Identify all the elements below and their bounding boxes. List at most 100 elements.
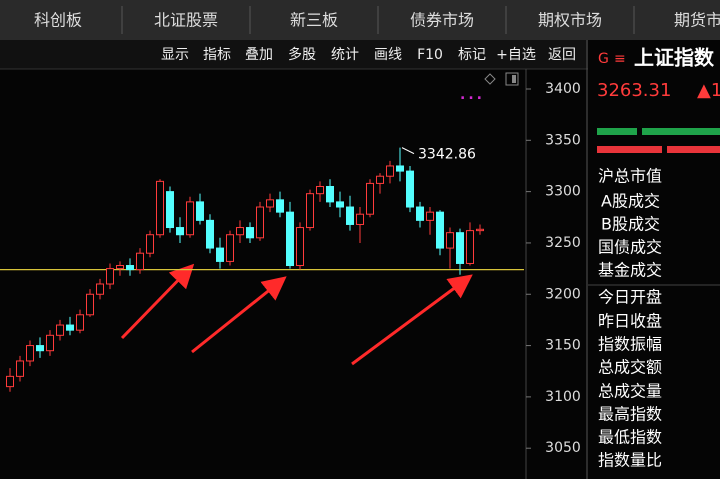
y-tick-label: 3150 [545,338,581,354]
toolbar-button[interactable]: 指标 [203,47,231,63]
toolbar-button[interactable]: 标记 [458,47,486,63]
candle-body [256,206,264,239]
candle-body [146,234,154,254]
y-tick-label: 3300 [545,184,581,200]
toolbar [0,40,588,69]
candle-body [336,201,344,208]
candle-body [396,165,404,172]
tab[interactable]: 新三板 [290,11,338,30]
y-tick-label: 3200 [545,286,581,302]
candle-body [76,314,84,331]
candle-body [316,185,324,195]
toolbar-button[interactable]: 显示 [161,47,189,63]
toolbar-button[interactable]: 统计 [331,47,359,63]
candle-body [386,165,394,177]
panel-row-label: A股成交 [601,192,660,211]
y-tick-label: 3250 [545,235,581,251]
candle-body [206,219,214,249]
tab[interactable]: 科创板 [34,11,82,30]
panel-row-label: 总成交额 [598,358,662,377]
candle-body [196,201,204,221]
tab[interactable]: 期货市 [674,11,720,30]
panel-row-label: 沪总市值 [598,167,662,186]
panel-change: ▲1 [697,80,720,101]
candle-body [406,170,414,208]
arrow [351,274,473,366]
candle-body [326,185,334,203]
candle-body [426,211,434,221]
candle-body [56,324,64,336]
candle-body [36,345,44,352]
candle-body [296,227,304,267]
tab[interactable]: 北证股票 [154,11,218,30]
panel-prefix: G [598,51,609,67]
candle-body [456,232,464,264]
panel-row-label: 总成交量 [598,382,662,401]
candle-body [446,232,454,249]
candle-body [6,375,14,388]
candle-body [266,199,274,208]
candle-body [286,211,294,267]
bar-decor [597,146,662,153]
bar-decor [597,128,637,135]
candle-body [216,247,224,262]
candle-body [306,193,314,229]
toolbar-button[interactable]: 返回 [548,47,576,63]
candle-body [126,265,134,271]
tab[interactable]: 期权市场 [538,11,602,30]
candle-body [186,201,194,236]
candle-body [116,265,124,270]
toolbar-button[interactable]: 画线 [374,47,402,63]
icon[interactable] [505,72,519,86]
toolbar-button[interactable]: F10 [417,47,443,63]
y-tick-label: 3100 [545,389,581,405]
y-tick-label: 3050 [545,440,581,456]
tab[interactable]: 债券市场 [410,11,474,30]
arrow [120,263,195,340]
candle-body [106,268,114,285]
candle-body [236,227,244,236]
candle-body [156,180,164,236]
candle-body [16,360,24,377]
indicator-dots: ... [460,87,485,103]
panel-row-label: 基金成交 [598,261,662,280]
toolbar-button[interactable]: 叠加 [245,47,273,63]
panel-row-label: 最高指数 [598,405,662,424]
candle-body [366,182,374,215]
candle-body [466,230,474,264]
candle-body [416,206,424,221]
panel-symbol: 上证指数 [634,46,715,70]
bar-decor [642,128,720,135]
candle-body [86,293,94,316]
tab-bar [0,0,720,40]
y-tick-label: 3350 [545,132,581,148]
icon[interactable] [484,73,496,85]
panel-row-label: 指数量比 [598,451,662,470]
candle-body [276,199,284,213]
panel-price: 3263.31 [597,80,671,101]
annotation: 3342.86 [418,147,476,163]
candle-body [476,228,484,232]
candle-body [96,283,104,295]
menu-icon[interactable]: ≡ [614,51,626,67]
candle-body [356,213,364,225]
candle-body [226,234,234,262]
panel-row-label: B股成交 [601,215,660,234]
candle-body [66,324,74,331]
toolbar-button[interactable]: 多股 [288,46,316,63]
bar-decor [667,146,720,153]
candle-body [346,206,354,225]
arrows [120,263,473,366]
panel-row-label: 今日开盘 [598,288,662,307]
toolbar-button[interactable]: +自选 [496,47,536,63]
candle-body [436,211,444,249]
candle-body [136,252,144,271]
panel-row-label: 最低指数 [598,428,662,447]
panel-row-label: 国债成交 [598,238,662,257]
candle-body [166,191,174,229]
candle-body [26,345,34,362]
candle-body [46,334,54,352]
arrow [191,276,287,354]
icon [512,75,516,83]
